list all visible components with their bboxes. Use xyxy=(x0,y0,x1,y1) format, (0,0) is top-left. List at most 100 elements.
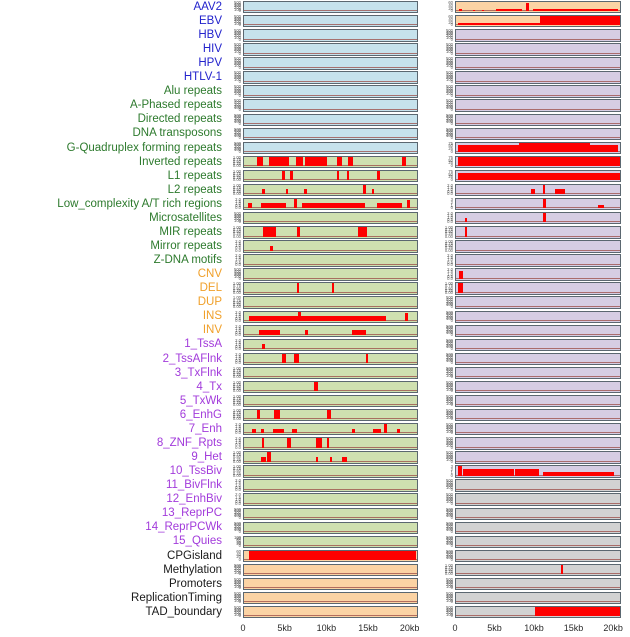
track-left-25[interactable] xyxy=(243,352,418,366)
y-tick-label: 100 xyxy=(234,77,241,83)
track-right-34[interactable] xyxy=(455,479,621,492)
track-baseline xyxy=(456,545,620,547)
track-left-26[interactable] xyxy=(243,366,418,380)
track-left-34[interactable] xyxy=(243,479,418,492)
track-right-19[interactable] xyxy=(455,268,621,281)
track-right-12[interactable] xyxy=(455,169,621,183)
track-right-27[interactable] xyxy=(455,380,621,394)
track-right-32[interactable] xyxy=(455,451,621,464)
track-left-33[interactable] xyxy=(243,465,418,478)
y-tick-label: 0.00 xyxy=(232,402,241,408)
track-left-10[interactable] xyxy=(243,141,418,155)
track-right-10[interactable] xyxy=(455,141,621,155)
track-left-17[interactable] xyxy=(243,240,418,253)
track-left-35[interactable] xyxy=(243,493,418,506)
track-left-2[interactable] xyxy=(243,29,418,42)
track-left-37[interactable] xyxy=(243,521,418,534)
track-right-3[interactable] xyxy=(455,43,621,56)
track-right-20[interactable] xyxy=(455,282,621,295)
track-left-1[interactable] xyxy=(243,15,418,28)
track-left-14[interactable] xyxy=(243,197,418,211)
track-left-42[interactable] xyxy=(243,591,418,605)
track-right-18[interactable] xyxy=(455,254,621,267)
track-right-28[interactable] xyxy=(455,394,621,408)
track-right-13[interactable] xyxy=(455,183,621,197)
track-left-36[interactable] xyxy=(243,507,418,520)
track-left-28[interactable] xyxy=(243,394,418,408)
track-left-9[interactable] xyxy=(243,127,418,141)
track-left-7[interactable] xyxy=(243,99,418,112)
track-right-1[interactable] xyxy=(455,15,621,28)
track-left-0[interactable] xyxy=(243,1,418,14)
track-left-30[interactable] xyxy=(243,423,418,436)
track-right-2[interactable] xyxy=(455,29,621,42)
track-right-16[interactable] xyxy=(455,226,621,239)
right-plot-panel[interactable]: 60 40 20 0 60 40 20 0 500 400 300 200 100 0 500 400 300 2… xyxy=(445,0,623,634)
track-right-24[interactable] xyxy=(455,338,621,352)
track-right-23[interactable] xyxy=(455,324,621,337)
track-left-41[interactable] xyxy=(243,577,418,591)
track-left-31[interactable] xyxy=(243,437,418,450)
track-right-9[interactable] xyxy=(455,127,621,141)
track-right-4[interactable] xyxy=(455,57,621,70)
track-right-7[interactable] xyxy=(455,99,621,112)
track-left-6[interactable] xyxy=(243,85,418,98)
track-left-15[interactable] xyxy=(243,212,418,225)
track-left-39[interactable] xyxy=(243,549,418,563)
track-left-13[interactable] xyxy=(243,183,418,197)
track-left-11[interactable] xyxy=(243,155,418,169)
track-right-26[interactable] xyxy=(455,366,621,380)
track-right-29[interactable] xyxy=(455,409,621,422)
track-left-40[interactable] xyxy=(243,563,418,577)
track-right-43[interactable] xyxy=(455,606,621,619)
track-left-23[interactable] xyxy=(243,324,418,337)
track-right-22[interactable] xyxy=(455,310,621,323)
track-right-38[interactable] xyxy=(455,535,621,549)
track-right-33[interactable] xyxy=(455,465,621,478)
track-left-22[interactable] xyxy=(243,310,418,323)
track-left-29[interactable] xyxy=(243,409,418,422)
track-left-27[interactable] xyxy=(243,380,418,394)
track-right-8[interactable] xyxy=(455,113,621,126)
track-right-15[interactable] xyxy=(455,212,621,225)
y-tick-label: 400 xyxy=(446,494,453,500)
track-right-42[interactable] xyxy=(455,591,621,605)
x-tick-label: 20kb xyxy=(603,623,623,634)
track-left-8[interactable] xyxy=(243,113,418,126)
track-left-43[interactable] xyxy=(243,606,418,619)
track-right-37[interactable] xyxy=(455,521,621,534)
track-left-32[interactable] xyxy=(243,451,418,464)
track-right-36[interactable] xyxy=(455,507,621,520)
track-right-41[interactable] xyxy=(455,577,621,591)
x-tick-label: 5kb xyxy=(277,623,292,634)
track-right-21[interactable] xyxy=(455,296,621,309)
y-tick-label: 1.00 xyxy=(232,379,241,385)
track-right-31[interactable] xyxy=(455,437,621,450)
track-right-40[interactable] xyxy=(455,563,621,577)
track-left-21[interactable] xyxy=(243,296,418,309)
left-plot-panel[interactable]: 500 400 300 200 100 0 500 400 300 200 100 0 500 400 30… xyxy=(233,0,420,634)
track-left-38[interactable] xyxy=(243,535,418,549)
track-right-30[interactable] xyxy=(455,423,621,436)
y-tick-label: 300 xyxy=(446,369,453,375)
track-right-14[interactable] xyxy=(455,197,621,211)
track-left-24[interactable] xyxy=(243,338,418,352)
track-left-16[interactable] xyxy=(243,226,418,239)
track-right-5[interactable] xyxy=(455,71,621,84)
track-left-20[interactable] xyxy=(243,282,418,295)
track-left-19[interactable] xyxy=(243,268,418,281)
track-right-25[interactable] xyxy=(455,352,621,366)
track-right-39[interactable] xyxy=(455,549,621,563)
track-left-5[interactable] xyxy=(243,71,418,84)
data-bar xyxy=(249,550,416,561)
track-left-3[interactable] xyxy=(243,43,418,56)
track-right-11[interactable] xyxy=(455,155,621,169)
y-tick-label: 0 xyxy=(450,557,453,563)
track-right-17[interactable] xyxy=(455,240,621,253)
track-left-12[interactable] xyxy=(243,169,418,183)
track-right-0[interactable] xyxy=(455,1,621,14)
track-right-6[interactable] xyxy=(455,85,621,98)
track-left-4[interactable] xyxy=(243,57,418,70)
track-left-18[interactable] xyxy=(243,254,418,267)
track-right-35[interactable] xyxy=(455,493,621,506)
